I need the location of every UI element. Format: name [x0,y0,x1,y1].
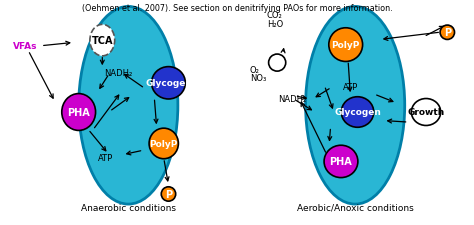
Text: P: P [444,28,451,38]
Text: VFAs: VFAs [12,42,37,51]
Text: NO₃: NO₃ [250,73,266,82]
Text: P: P [165,189,172,199]
Ellipse shape [90,25,115,57]
Text: Aerobic/Anoxic conditions: Aerobic/Anoxic conditions [297,203,413,212]
Ellipse shape [329,29,363,62]
Text: ATP: ATP [98,153,113,162]
Ellipse shape [411,99,441,126]
Text: H₂O: H₂O [267,20,283,29]
Text: PHA: PHA [67,108,90,117]
Text: Glycogen: Glycogen [334,108,381,117]
Text: (Oehmen et al. 2007). See section on denitrifying PAOs for more information.: (Oehmen et al. 2007). See section on den… [82,4,392,13]
Ellipse shape [152,67,185,99]
Text: NADH₂: NADH₂ [279,94,307,104]
Text: NADH₂: NADH₂ [104,69,132,78]
Ellipse shape [341,97,374,128]
Ellipse shape [269,55,286,72]
Ellipse shape [161,187,176,201]
Ellipse shape [149,129,178,159]
Text: O₂: O₂ [250,65,260,74]
Text: CO₂: CO₂ [267,11,283,20]
Text: Glycogen: Glycogen [145,79,192,88]
Text: TCA: TCA [91,36,113,46]
Ellipse shape [324,146,358,178]
Ellipse shape [306,7,405,204]
Text: ATP: ATP [343,82,359,91]
Text: PolyP: PolyP [331,41,360,50]
Ellipse shape [79,7,178,204]
Ellipse shape [62,94,96,131]
Text: Anaerobic conditions: Anaerobic conditions [81,203,176,212]
Text: Growth: Growth [408,108,445,117]
Text: PHA: PHA [329,157,352,167]
Text: PolyP: PolyP [150,139,178,148]
Ellipse shape [440,26,455,40]
